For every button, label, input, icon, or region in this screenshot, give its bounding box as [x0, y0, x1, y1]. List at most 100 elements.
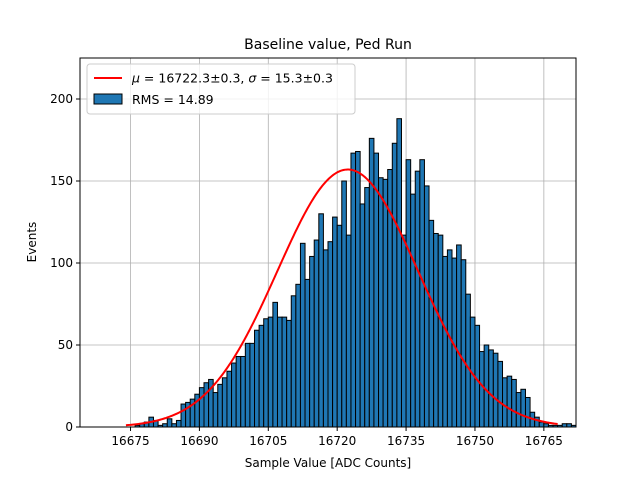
- histogram-bar: [313, 239, 320, 428]
- histogram-bar: [290, 295, 297, 428]
- histogram-bar: [502, 377, 508, 428]
- x-tick-label: 16735: [387, 434, 425, 448]
- histogram-bar: [217, 383, 223, 428]
- histogram-bar: [175, 419, 182, 428]
- histogram-bar: [423, 185, 430, 428]
- legend-rms-label: RMS = 14.89: [132, 92, 214, 107]
- histogram-bar: [400, 234, 407, 428]
- y-tick-label: 200: [50, 92, 73, 106]
- histogram-bar: [272, 301, 278, 428]
- x-tick-label: 16705: [249, 434, 287, 448]
- histogram-bar: [382, 178, 389, 428]
- histogram-bar: [332, 216, 338, 428]
- histogram-bar: [378, 177, 384, 428]
- plot-frame: [79, 57, 577, 428]
- legend-mu-value: = 16722.3±0.3,: [140, 71, 248, 86]
- histogram-bar: [391, 142, 398, 428]
- y-tick-label: 150: [50, 174, 73, 188]
- x-axis-ticks: 16675 16690 16705 16720 16735 16750 16765: [111, 427, 563, 448]
- histogram-bar: [511, 378, 517, 428]
- histogram-bar: [492, 352, 499, 428]
- histogram-bar: [226, 370, 233, 428]
- histogram-bar: [258, 324, 265, 428]
- histogram-bar: [249, 342, 256, 428]
- y-axis-label: Events: [25, 222, 39, 263]
- histogram-bar: [483, 344, 490, 428]
- histogram-bar: [180, 403, 187, 428]
- histogram-bar: [318, 213, 324, 428]
- histogram-bar: [345, 234, 352, 428]
- legend-sigma-symbol: σ: [248, 71, 257, 86]
- histogram-bar: [433, 232, 439, 428]
- histogram-bar: [281, 316, 288, 428]
- gaussian-fit-curve: [125, 168, 558, 427]
- histogram-bar: [465, 293, 471, 428]
- histogram-bar: [327, 241, 334, 428]
- histogram-bar: [286, 319, 292, 428]
- histogram-bar: [309, 255, 315, 428]
- x-tick-label: 16750: [456, 434, 494, 448]
- histogram-bar: [198, 387, 205, 428]
- x-tick-label: 16675: [111, 434, 149, 448]
- histogram-bar: [203, 382, 210, 428]
- histogram-bar: [336, 224, 343, 428]
- y-tick-label: 50: [58, 338, 73, 352]
- histogram-bar: [364, 187, 370, 428]
- y-tick-label: 100: [50, 256, 73, 270]
- histogram-bar: [405, 159, 412, 428]
- x-tick-label: 16690: [180, 434, 218, 448]
- histogram-bar: [410, 193, 416, 428]
- legend-fit-label: μ = 16722.3±0.3, σ = 15.3±0.3: [131, 71, 333, 86]
- legend-box: [86, 63, 356, 115]
- histogram-bar: [244, 342, 251, 428]
- histogram-bar: [396, 118, 402, 428]
- legend-mu-symbol: μ: [131, 71, 140, 86]
- histogram-bar: [212, 392, 219, 428]
- histogram-bar: [488, 349, 494, 428]
- histogram-bar: [295, 283, 301, 428]
- histogram-bar: [497, 360, 504, 428]
- histogram-bar: [442, 255, 448, 428]
- histogram-bar: [474, 324, 481, 428]
- histogram-bar: [524, 396, 531, 428]
- histogram-bar: [276, 316, 283, 428]
- histogram-bar: [515, 392, 522, 428]
- histogram-bar: [538, 421, 545, 428]
- histogram-bar: [221, 377, 228, 428]
- histogram-bar: [350, 152, 357, 428]
- histogram-bar: [235, 355, 242, 428]
- histogram-bar: [263, 318, 269, 428]
- histogram-bar: [373, 152, 380, 428]
- histogram-bar: [456, 244, 462, 428]
- histogram-bar: [460, 259, 467, 428]
- histogram-bars: [134, 118, 577, 428]
- x-axis-label: Sample Value [ADC Counts]: [245, 456, 411, 470]
- histogram-bar: [479, 351, 485, 428]
- legend-rms-swatch: [93, 93, 123, 105]
- histogram-bar: [359, 203, 366, 428]
- histogram-bar: [267, 316, 274, 428]
- histogram-bar: [299, 242, 306, 428]
- histogram-bar: [419, 159, 425, 428]
- chart-title: Baseline value, Ped Run: [244, 37, 412, 53]
- histogram-bar: [534, 416, 540, 428]
- histogram-bar: [414, 170, 421, 428]
- legend-sigma-value: = 15.3±0.3: [256, 71, 333, 86]
- histogram-bar: [520, 388, 526, 428]
- y-axis-ticks: 0 50 100 150 200: [50, 92, 80, 434]
- histogram-bar: [322, 249, 329, 428]
- histogram-bar: [231, 362, 237, 428]
- histogram-bar: [240, 355, 246, 428]
- histogram-bar: [355, 150, 361, 428]
- histogram-bar: [437, 234, 444, 428]
- histogram-bar: [428, 219, 435, 428]
- histogram-bar: [254, 329, 260, 428]
- histogram-bar: [304, 278, 311, 428]
- histogram-bar: [341, 180, 347, 428]
- x-tick-label: 16720: [318, 434, 356, 448]
- histogram-bar: [506, 375, 513, 428]
- histogram-bar: [166, 418, 173, 428]
- legend: μ = 16722.3±0.3, σ = 15.3±0.3 RMS = 14.8…: [86, 63, 356, 115]
- x-tick-label: 16765: [525, 434, 563, 448]
